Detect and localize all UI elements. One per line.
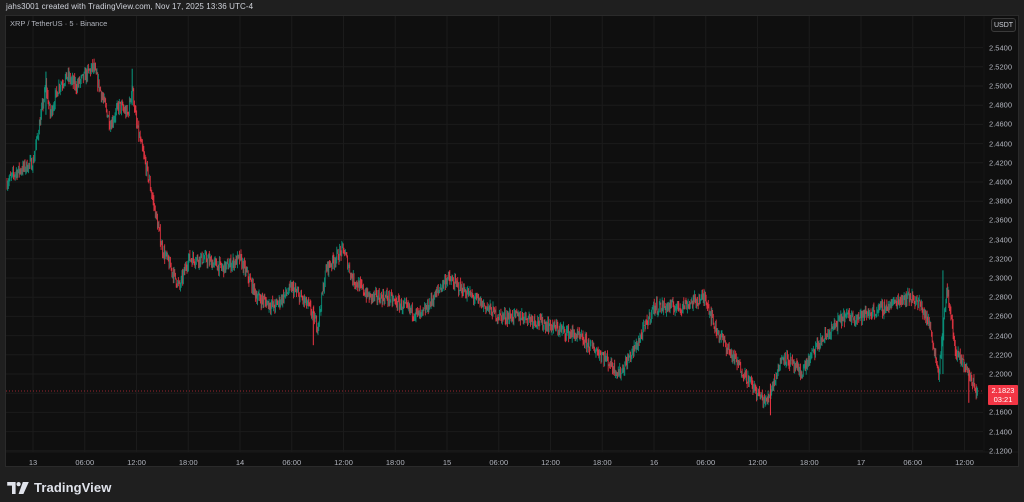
price-tick-label: 2.4000: [989, 177, 1012, 187]
time-tick-label: 14: [235, 458, 245, 467]
time-tick-label: 15: [442, 458, 452, 467]
price-tick-label: 2.4400: [989, 139, 1012, 149]
price-tick-label: 2.3400: [989, 235, 1012, 245]
time-tick-label: 06:00: [696, 458, 716, 467]
price-tick-label: 2.2600: [989, 311, 1012, 321]
price-tick-label: 2.2200: [989, 350, 1012, 360]
time-tick-label: 16: [649, 458, 659, 467]
tradingview-logo[interactable]: TradingView: [7, 480, 111, 495]
chart-caption: jahs3001 created with TradingView.com, N…: [6, 2, 254, 11]
price-tick-label: 2.5000: [989, 81, 1012, 91]
time-tick-label: 12:00: [748, 458, 767, 467]
time-tick-label: 12:00: [334, 458, 353, 467]
price-tick-label: 2.4200: [989, 158, 1012, 168]
price-tick-label: 2.2400: [989, 331, 1012, 341]
price-tick-label: 2.1400: [989, 427, 1012, 437]
time-tick-label: 06:00: [489, 458, 509, 467]
price-tick-label: 2.4800: [989, 100, 1012, 110]
candles: [6, 58, 979, 416]
last-price-value: 2.1823: [991, 386, 1015, 395]
brand-name: TradingView: [34, 480, 112, 495]
price-tick-label: 2.5400: [989, 43, 1012, 53]
time-tick-label: 17: [856, 458, 866, 467]
time-tick-label: 18:00: [592, 458, 612, 467]
time-tick-label: 18:00: [385, 458, 405, 467]
time-tick-label: 12:00: [127, 458, 146, 467]
time-tick-label: 13: [28, 458, 38, 467]
time-tick-label: 18:00: [799, 458, 819, 467]
time-tick-label: 12:00: [955, 458, 974, 467]
price-tick-label: 2.1600: [989, 407, 1012, 417]
symbol-title: XRP / TetherUS · 5 · Binance: [10, 19, 108, 28]
price-tick-label: 2.2800: [989, 292, 1012, 302]
chart-panel[interactable]: [5, 15, 1019, 467]
price-tick-label: 2.3600: [989, 215, 1012, 225]
time-tick-label: 06:00: [282, 458, 302, 467]
price-tick-label: 2.5200: [989, 62, 1012, 72]
price-tick-label: 2.4600: [989, 119, 1012, 129]
time-tick-label: 06:00: [75, 458, 95, 467]
time-tick-label: 06:00: [903, 458, 923, 467]
time-tick-label: 12:00: [541, 458, 560, 467]
price-tick-label: 2.3800: [989, 196, 1012, 206]
bar-countdown: 03:21: [993, 395, 1013, 404]
price-tick-label: 2.1200: [989, 446, 1012, 456]
time-tick-label: 18:00: [178, 458, 198, 467]
price-tick-label: 2.3200: [989, 254, 1012, 264]
tradingview-logo-icon: [7, 481, 29, 494]
last-price-label: 2.1823 03:21: [988, 385, 1018, 405]
price-tick-label: 2.2000: [989, 369, 1012, 379]
currency-button[interactable]: USDT: [991, 18, 1016, 32]
price-tick-label: 2.3000: [989, 273, 1012, 283]
grid-lines: [6, 16, 983, 452]
